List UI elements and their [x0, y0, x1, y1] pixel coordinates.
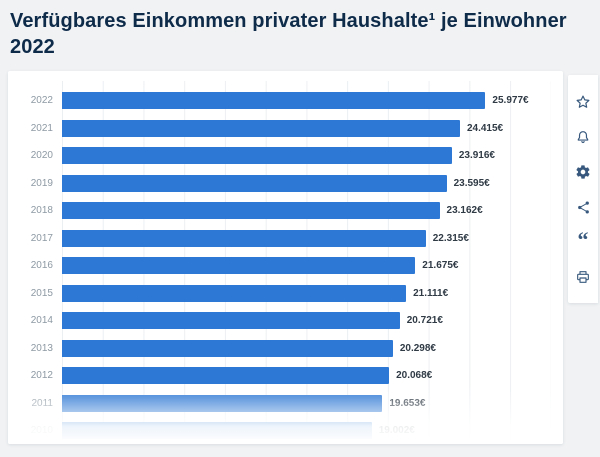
chart-toolbar: “: [568, 74, 598, 303]
favorite-button[interactable]: [568, 85, 598, 120]
value-label: 25.977€: [492, 95, 529, 107]
value-label: 21.111€: [413, 287, 449, 299]
value-label: 21.675€: [422, 260, 459, 272]
plot-area: 20.298€: [62, 334, 551, 362]
bar[interactable]: [62, 312, 400, 330]
bar[interactable]: [62, 284, 407, 302]
year-label: 2010: [30, 425, 53, 437]
chart-row: 2014 20.721€: [18, 307, 551, 335]
plot-area: 19.653€: [62, 389, 551, 417]
value-label: 20.721€: [406, 315, 443, 327]
chart-row: 2015 21.111€: [18, 279, 551, 307]
page-header: Verfügbares Einkommen privater Haushalte…: [0, 0, 600, 71]
bell-icon: [575, 129, 591, 145]
bar[interactable]: [62, 147, 452, 165]
chart-row: 2020 23.916€: [18, 142, 551, 170]
bar[interactable]: [62, 92, 486, 110]
bar[interactable]: [62, 422, 372, 440]
gear-icon: [575, 164, 591, 180]
year-label: 2014: [30, 315, 53, 327]
chart-rows: 2022 25.977€ 2021 24.415€ 2020 23.916€ 2019 23.…: [8, 71, 563, 444]
plot-area: 21.111€: [62, 279, 551, 307]
bar[interactable]: [62, 174, 447, 192]
year-label: 2021: [30, 122, 53, 134]
value-label: 19.653€: [389, 397, 426, 409]
plot-area: 24.415€: [62, 114, 551, 142]
page-title: Verfügbares Einkommen privater Haushalte…: [10, 10, 567, 59]
plot-area: 22.315€: [62, 224, 551, 252]
content-area: 2022 25.977€ 2021 24.415€ 2020 23.916€ 2019 23.…: [0, 70, 600, 444]
value-label: 23.162€: [446, 205, 483, 217]
chart-row: 2018 23.162€: [18, 197, 551, 225]
cite-button[interactable]: “: [568, 225, 598, 260]
chart-row: 2016 21.675€: [18, 252, 551, 280]
star-icon: [575, 94, 591, 110]
chart-row: 2017 22.315€: [18, 224, 551, 252]
plot-area: 19.002€: [62, 417, 551, 444]
year-label: 2018: [30, 205, 53, 217]
value-label: 23.916€: [458, 150, 495, 162]
print-icon: [575, 269, 591, 285]
plot-area: 25.977€: [62, 87, 551, 115]
bar[interactable]: [62, 229, 426, 247]
settings-button[interactable]: [568, 155, 598, 190]
plot-area: 20.721€: [62, 307, 551, 335]
plot-area: 23.162€: [62, 197, 551, 225]
year-label: 2022: [30, 95, 53, 107]
bar[interactable]: [62, 119, 460, 137]
plot-area: 23.916€: [62, 142, 551, 170]
year-label: 2019: [30, 177, 53, 189]
year-label: 2013: [30, 342, 53, 354]
bar[interactable]: [62, 367, 390, 385]
value-label: 20.068€: [396, 370, 433, 382]
value-label: 23.595€: [453, 177, 490, 189]
bar[interactable]: [62, 394, 383, 412]
value-label: 22.315€: [432, 232, 469, 244]
chart-row: 2010 19.002€: [18, 417, 551, 444]
year-label: 2011: [31, 397, 53, 409]
chart-card: 2022 25.977€ 2021 24.415€ 2020 23.916€ 2019 23.…: [8, 70, 563, 444]
print-button[interactable]: [568, 260, 598, 295]
year-label: 2020: [30, 150, 53, 162]
share-icon: [576, 200, 591, 215]
plot-area: 21.675€: [62, 252, 551, 280]
year-label: 2015: [30, 287, 53, 299]
value-label: 24.415€: [466, 122, 504, 134]
chart-row: 2013 20.298€: [18, 334, 551, 362]
year-label: 2016: [30, 260, 53, 272]
year-label: 2017: [30, 232, 53, 244]
quote-icon: “: [577, 227, 589, 253]
alert-button[interactable]: [568, 120, 598, 155]
chart-row: 2012 20.068€: [18, 362, 551, 390]
value-label: 19.002€: [378, 425, 415, 437]
bar[interactable]: [62, 339, 393, 357]
chart-row: 2022 25.977€: [18, 87, 551, 115]
chart-row: 2011 19.653€: [18, 389, 551, 417]
year-label: 2012: [30, 370, 53, 382]
plot-area: 23.595€: [62, 169, 551, 197]
chart-row: 2021 24.415€: [18, 114, 551, 142]
value-label: 20.298€: [399, 342, 436, 354]
share-button[interactable]: [568, 190, 598, 225]
plot-area: 20.068€: [62, 362, 551, 390]
bar[interactable]: [62, 257, 416, 275]
bar[interactable]: [62, 202, 440, 220]
chart-row: 2019 23.595€: [18, 169, 551, 197]
